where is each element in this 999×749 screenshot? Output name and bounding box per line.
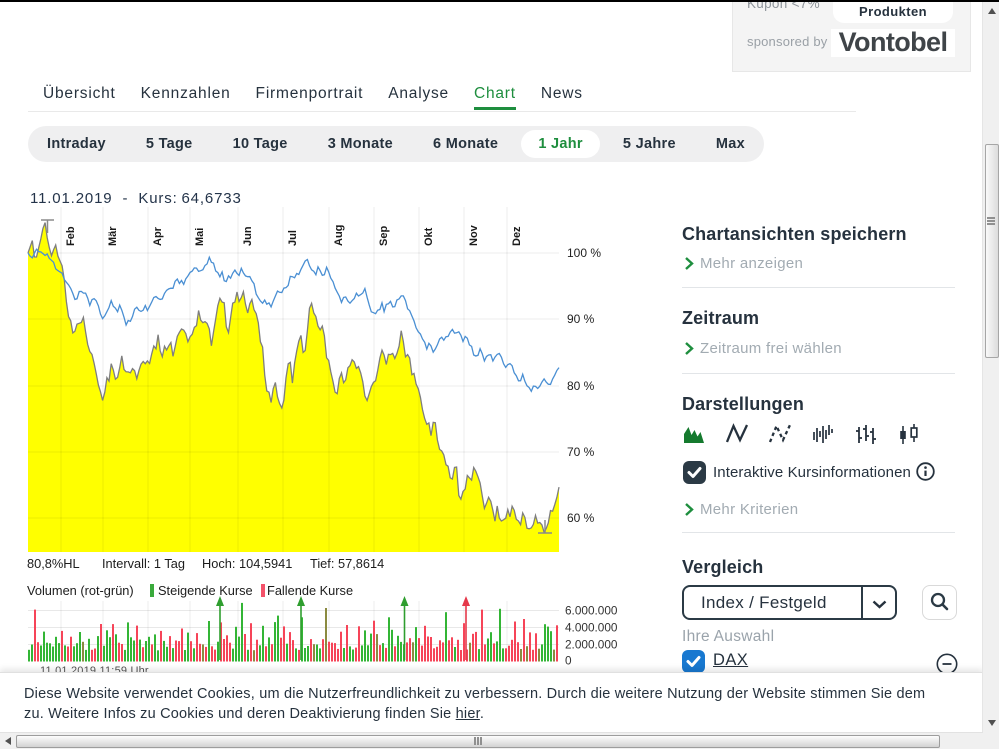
svg-text:Jul: Jul bbox=[287, 230, 299, 246]
svg-text:Dez: Dez bbox=[511, 226, 523, 246]
svg-text:Mai: Mai bbox=[194, 228, 206, 246]
svg-text:0: 0 bbox=[565, 654, 572, 668]
svg-text:Feb: Feb bbox=[65, 226, 77, 246]
svg-text:80 %: 80 % bbox=[567, 379, 595, 393]
svg-text:100 %: 100 % bbox=[567, 246, 601, 260]
svg-text:60 %: 60 % bbox=[567, 511, 595, 525]
svg-text:Jun: Jun bbox=[242, 226, 254, 246]
svg-text:Okt: Okt bbox=[423, 227, 435, 246]
svg-text:70 %: 70 % bbox=[567, 445, 595, 459]
svg-text:6.000.000: 6.000.000 bbox=[565, 604, 618, 618]
svg-text:Apr: Apr bbox=[152, 226, 164, 246]
svg-text:Sep: Sep bbox=[378, 226, 390, 246]
svg-text:2.000.000: 2.000.000 bbox=[565, 638, 618, 652]
svg-text:Aug: Aug bbox=[333, 225, 345, 246]
svg-text:4.000.000: 4.000.000 bbox=[565, 621, 618, 635]
svg-text:Nov: Nov bbox=[468, 224, 480, 246]
svg-text:90 %: 90 % bbox=[567, 312, 595, 326]
svg-text:Mär: Mär bbox=[107, 226, 119, 246]
